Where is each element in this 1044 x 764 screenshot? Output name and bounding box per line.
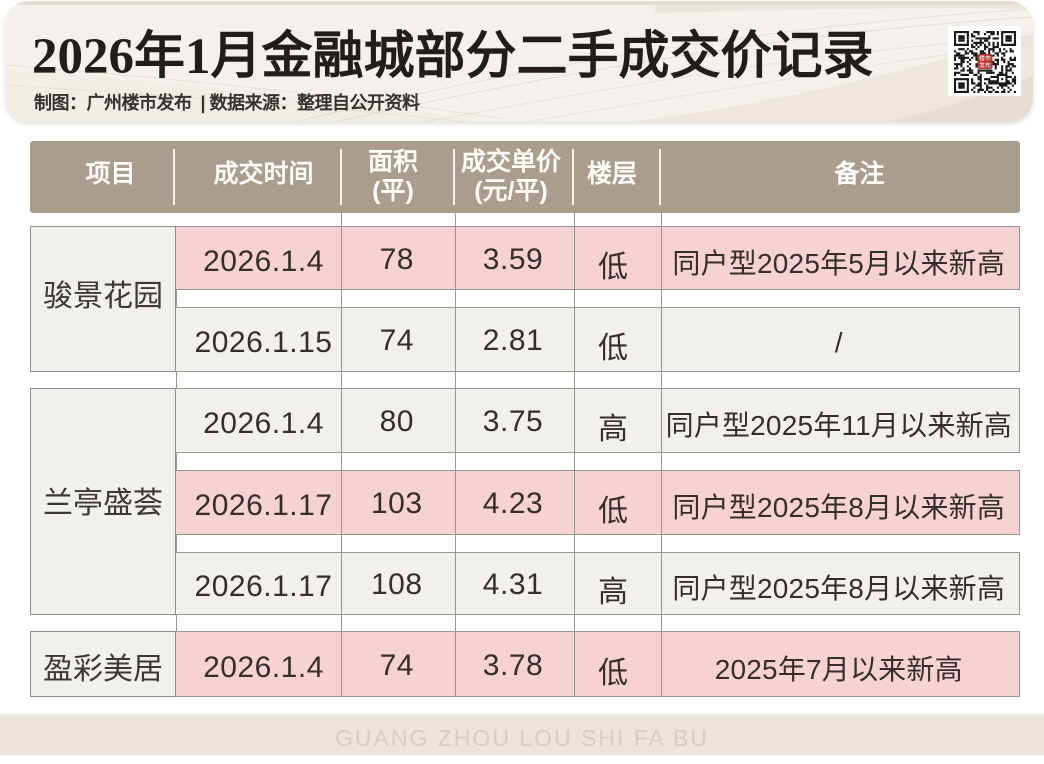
svg-text:发布: 发布 — [979, 62, 991, 70]
svg-text:楼市: 楼市 — [979, 55, 991, 63]
